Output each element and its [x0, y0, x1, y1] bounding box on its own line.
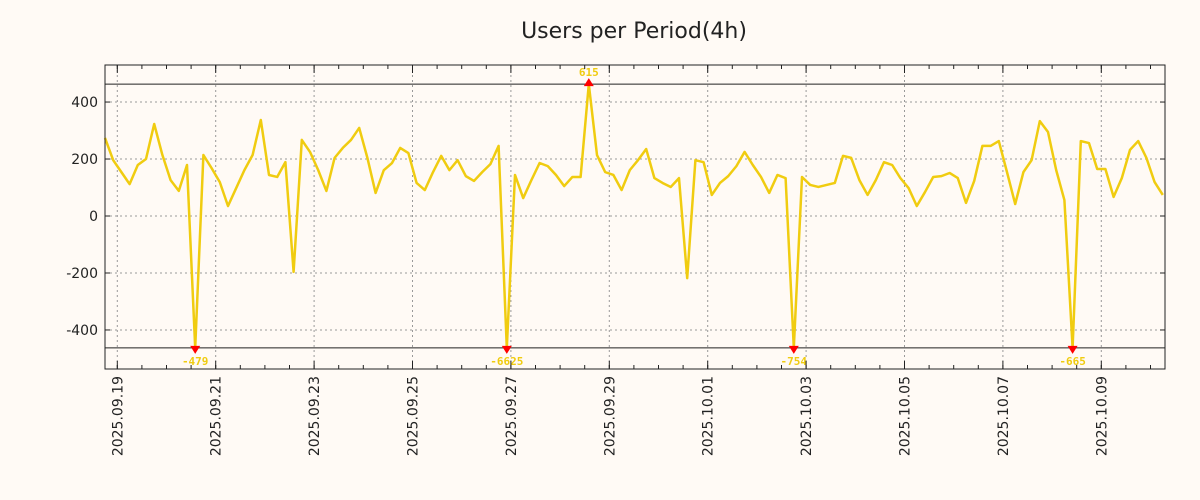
y-tick-label: -400	[66, 323, 98, 339]
x-tick-label: 2025.09.29	[602, 376, 618, 456]
series-group	[103, 82, 1164, 350]
clip-lines	[105, 83, 1165, 349]
clip-value-label: 615	[579, 66, 599, 79]
y-tick-label: 0	[89, 209, 98, 225]
clip-marker-up	[583, 78, 594, 87]
clip-marker-down	[501, 345, 512, 354]
x-tick-label: 2025.10.05	[898, 376, 914, 456]
x-tick-label: 2025.10.09	[1094, 376, 1110, 456]
y-tick-label: 400	[71, 95, 98, 111]
clip-value-label: -6625	[490, 355, 523, 368]
x-tick-label: 2025.10.03	[799, 376, 815, 456]
series-line-users	[103, 82, 1164, 350]
markers: -479 -6625 615 -754 -665	[182, 66, 1086, 368]
y-tick-label: -200	[66, 266, 98, 282]
clip-value-label: -754	[781, 355, 808, 368]
x-tick-label: 2025.10.01	[701, 376, 717, 456]
clip-value-label: -665	[1059, 355, 1086, 368]
x-tick-label: 2025.10.07	[996, 376, 1012, 456]
x-tick-label: 2025.09.19	[110, 376, 126, 456]
x-tick-label: 2025.09.25	[406, 376, 422, 456]
axes: -400 -200 0 200 400 2025.09.19 2025.09.21 2025.…	[66, 65, 1165, 456]
clip-marker-down	[190, 345, 201, 354]
clip-marker-down	[788, 345, 799, 354]
plot-frame	[104, 64, 1166, 370]
x-tick-label: 2025.09.27	[504, 376, 520, 456]
x-tick-label: 2025.09.21	[209, 376, 225, 456]
x-tick-label: 2025.09.23	[307, 376, 323, 456]
grid	[105, 65, 1165, 369]
clip-value-label: -479	[182, 355, 209, 368]
chart-title: Users per Period(4h)	[521, 19, 747, 44]
clip-marker-down	[1067, 345, 1078, 354]
y-tick-label: 200	[71, 152, 98, 168]
